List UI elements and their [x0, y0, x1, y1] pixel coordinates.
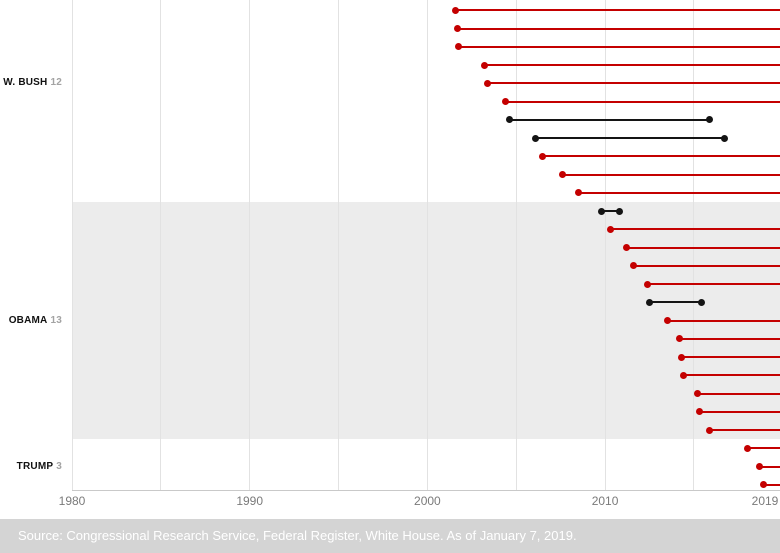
gridline	[515, 0, 517, 490]
duration-line	[626, 246, 780, 249]
duration-line	[759, 465, 780, 468]
start-dot	[622, 244, 630, 251]
duration-line	[458, 45, 780, 48]
duration-line	[649, 301, 702, 304]
start-dot	[693, 390, 701, 397]
highlight-band	[72, 201, 780, 440]
duration-line	[457, 27, 780, 30]
duration-line	[610, 228, 780, 231]
start-dot	[558, 171, 566, 178]
duration-line	[542, 155, 780, 158]
start-dot	[480, 61, 488, 69]
duration-line	[697, 392, 780, 395]
duration-line	[633, 264, 780, 267]
duration-line	[487, 82, 780, 85]
duration-line	[601, 210, 620, 212]
duration-line	[505, 100, 780, 103]
start-dot	[759, 481, 767, 489]
duration-line	[647, 283, 780, 285]
x-axis-tick-label: 2010	[591, 494, 619, 508]
x-axis-tick-label: 1980	[58, 494, 86, 508]
duration-line	[535, 137, 725, 139]
start-dot	[539, 152, 547, 160]
start-dot	[743, 444, 751, 452]
start-dot	[676, 335, 684, 343]
end-dot	[706, 116, 714, 124]
start-dot	[598, 207, 606, 215]
start-dot	[484, 79, 492, 87]
x-axis-tick-label: 2000	[414, 494, 441, 508]
start-dot	[695, 408, 703, 416]
source-footer: Source: Congressional Research Service, …	[0, 519, 780, 553]
gridline	[604, 0, 606, 490]
end-dot	[720, 134, 728, 142]
duration-line	[699, 410, 780, 413]
start-dot	[706, 426, 714, 434]
gridline	[693, 0, 695, 490]
duration-line	[509, 118, 710, 121]
president-name: TRUMP	[16, 460, 54, 472]
start-dot	[630, 262, 637, 270]
duration-line	[683, 374, 780, 377]
duration-line	[562, 173, 780, 176]
gridline	[338, 0, 340, 490]
president-label: TRUMP 3	[0, 461, 62, 473]
end-dot	[697, 298, 705, 306]
timeline-plot: W. BUSH 12 OBAMA 13 TRUMP 3	[0, 0, 780, 490]
start-dot	[606, 225, 614, 233]
gridline	[249, 0, 251, 490]
start-dot	[574, 189, 582, 197]
start-dot	[646, 298, 653, 306]
president-label: OBAMA 13	[0, 315, 62, 327]
start-dot	[505, 116, 513, 124]
duration-line	[667, 319, 780, 322]
start-dot	[502, 98, 510, 105]
president-name: OBAMA	[8, 314, 48, 326]
gridline	[426, 0, 428, 490]
duration-line	[484, 64, 780, 66]
duration-line	[747, 447, 780, 450]
start-dot	[454, 25, 462, 32]
duration-line	[679, 337, 780, 340]
duration-line	[681, 356, 780, 358]
source-text: Source: Congressional Research Service, …	[18, 528, 577, 543]
duration-line	[578, 191, 780, 194]
x-axis-tick-label: 1990	[236, 494, 264, 508]
x-axis-line	[72, 490, 780, 491]
president-count: 3	[56, 460, 62, 472]
duration-line	[455, 9, 780, 12]
start-dot	[644, 280, 652, 288]
start-dot	[677, 353, 685, 361]
president-label: W. BUSH 12	[0, 77, 62, 89]
president-count: 13	[50, 314, 62, 326]
start-dot	[663, 317, 671, 324]
start-dot	[532, 134, 540, 142]
gridline	[71, 0, 73, 490]
duration-line	[709, 429, 780, 431]
president-name: W. BUSH	[3, 77, 48, 89]
start-dot	[756, 463, 764, 470]
start-dot	[679, 371, 687, 379]
gridline	[160, 0, 162, 490]
start-dot	[452, 6, 460, 14]
end-dot	[615, 207, 623, 215]
start-dot	[454, 43, 462, 51]
president-count: 12	[50, 77, 62, 89]
duration-line	[763, 483, 780, 486]
x-axis-tick-label: 2019	[751, 494, 779, 508]
